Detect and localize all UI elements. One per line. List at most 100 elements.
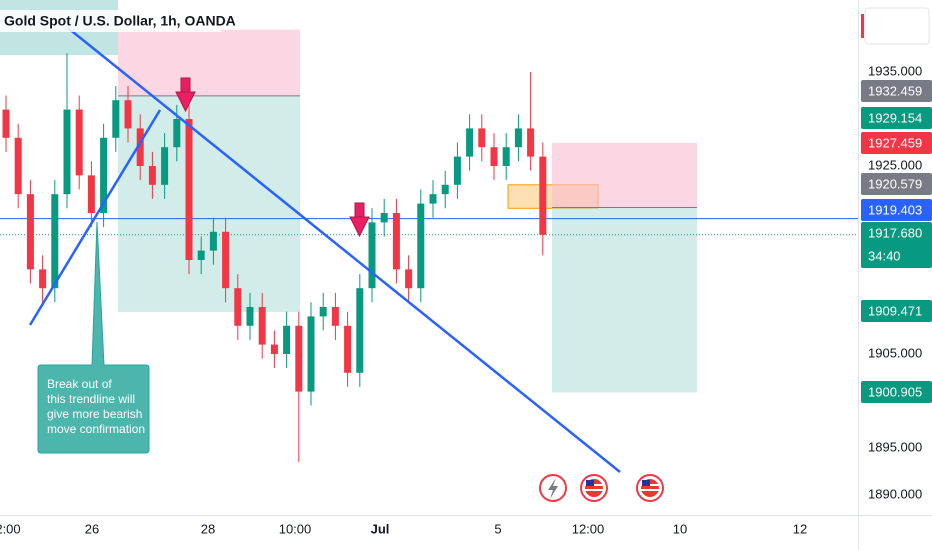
candle-body [441, 184, 449, 195]
candle-body [405, 269, 413, 289]
candle-body [319, 306, 327, 317]
candle-body [502, 147, 510, 166]
candle-body [490, 147, 498, 166]
candle-body [392, 212, 400, 270]
candles [2, 53, 547, 463]
scale-marker [861, 14, 864, 38]
arrow-down [349, 202, 370, 238]
x-tick-label: 26 [85, 521, 99, 536]
price-tag-label: 1927.459 [868, 135, 922, 150]
candle-body [258, 306, 266, 345]
price-tag [861, 222, 932, 268]
price-tag-label: 1932.459 [868, 83, 922, 98]
price-tag-label: 1900.905 [868, 384, 922, 399]
candle-body [51, 194, 59, 289]
event-icon [636, 474, 664, 502]
price-tags: 1932.459 1929.154 1927.459 1920.579 1919.403… [861, 80, 932, 403]
candle-body [527, 128, 535, 157]
annotation-line: this trendline will [47, 392, 135, 406]
candle-body [514, 128, 522, 148]
y-tick-label: 1890.000 [868, 486, 922, 501]
price-tag [861, 107, 932, 129]
candle-body [222, 231, 230, 289]
candle-body [26, 194, 34, 270]
price-tag [861, 199, 932, 221]
trendline-down [67, 27, 621, 473]
x-tick-label: 28 [201, 521, 215, 536]
price-tag-label: 1909.471 [868, 303, 922, 318]
candle-body [246, 306, 254, 326]
candle-body [429, 194, 437, 204]
candle-body [344, 325, 352, 373]
candle-body [161, 147, 169, 185]
candle-body [197, 250, 205, 260]
x-tick-label: 10:00 [279, 521, 312, 536]
candle-body [209, 231, 217, 251]
x-tick-label: 12 [793, 521, 807, 536]
x-tick-label: 10 [673, 521, 687, 536]
chart-title: Gold Spot / U.S. Dollar, 1h, OANDA [4, 13, 236, 29]
annotation-box [37, 221, 150, 454]
candle-body [270, 344, 278, 354]
zones [0, 0, 697, 393]
title-bg [0, 10, 222, 32]
scale-button[interactable] [864, 7, 930, 45]
countdown: 34:40 [868, 248, 901, 263]
price-tag [861, 381, 932, 403]
candle-body [295, 325, 303, 392]
price-tag-label: 1920.579 [868, 176, 922, 191]
x-tick-label: 5 [494, 521, 501, 536]
candle-body [283, 325, 291, 354]
annotation-line: move confirmation [47, 422, 145, 436]
x-tick-label: Jul [371, 521, 390, 536]
event-icon [580, 474, 608, 502]
price-tag-label: 1917.680 [868, 225, 922, 240]
candle-body [39, 269, 47, 289]
candle-body [453, 156, 461, 185]
price-tag [861, 173, 932, 195]
price-tag [861, 300, 932, 322]
candle-body [136, 128, 144, 166]
price-tag-label: 1929.154 [868, 110, 922, 125]
x-tick-label: 2:00 [0, 521, 21, 536]
candle-body [148, 165, 156, 185]
candle-body [112, 100, 120, 138]
candle-body [539, 156, 547, 235]
target-zone [118, 95, 300, 312]
arrow-down [175, 77, 196, 113]
candle-body [2, 109, 10, 138]
candle-body [234, 288, 242, 326]
candle-body [478, 128, 486, 148]
y-tick-label: 1925.000 [868, 157, 922, 172]
candle-body [380, 212, 388, 223]
price-tag-label: 1919.403 [868, 202, 922, 217]
candle-body [368, 222, 376, 289]
stop-zone [118, 29, 300, 96]
candle-body [124, 100, 132, 129]
x-tick-label: 12:00 [572, 521, 605, 536]
candle-body [100, 137, 108, 213]
trendline-up [28, 109, 162, 326]
annotation-line: Break out of [47, 377, 112, 391]
candle-body [356, 288, 364, 373]
price-tag [861, 80, 932, 102]
target-zone [552, 207, 697, 393]
annotation-line: give more bearish [47, 407, 142, 421]
candle-body [185, 118, 193, 260]
candle-body [87, 175, 95, 213]
y-tick-label: 1905.000 [868, 345, 922, 360]
scale-labels: 1935.000 1925.000 1905.000 1895.000 1890.000 [868, 63, 922, 501]
candle-body [307, 316, 315, 392]
y-tick-label: 1935.000 [868, 63, 922, 78]
candle-body [466, 128, 474, 157]
candle-body [63, 109, 71, 195]
time-labels: 2:00 26 28 10:00 Jul 5 12:00 10 12 [0, 521, 807, 536]
y-tick-label: 1895.000 [868, 439, 922, 454]
candle-body [75, 109, 83, 176]
stop-zone [552, 142, 697, 208]
candle-body [14, 137, 22, 195]
price-tag [861, 132, 932, 154]
event-icon [539, 474, 567, 502]
